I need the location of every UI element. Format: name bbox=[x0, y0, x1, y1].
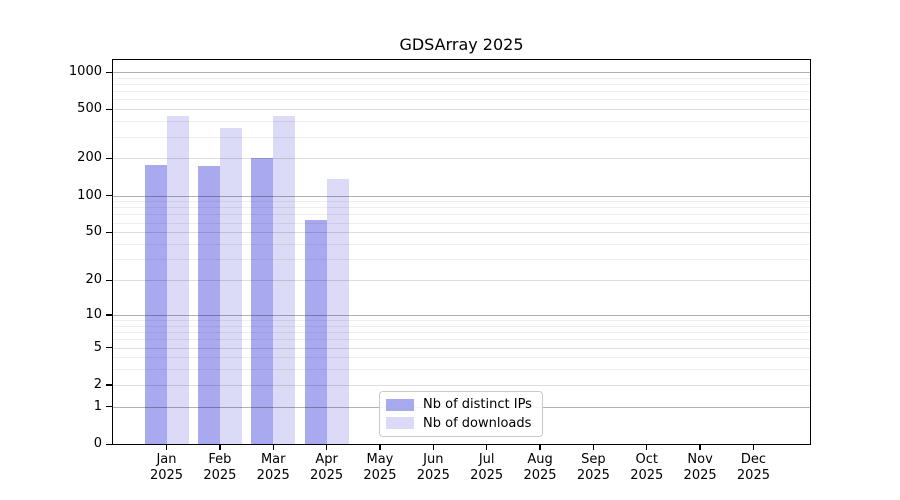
bar-apr-distinct-ips bbox=[304, 220, 327, 444]
y-tick-label-1000: 1000 bbox=[68, 64, 102, 79]
y-tick-200 bbox=[106, 157, 113, 160]
x-tick-may bbox=[379, 444, 381, 450]
y-tick-label-1: 1 bbox=[93, 398, 102, 414]
bar-feb-downloads bbox=[219, 128, 242, 444]
x-tick-jul bbox=[486, 444, 488, 450]
y-tick-label-5: 5 bbox=[93, 339, 102, 355]
x-tick-label-mar: Mar 2025 bbox=[256, 452, 290, 483]
legend-item-distinct-ips: Nb of distinct IPs bbox=[386, 397, 536, 412]
x-tick-label-may: May 2025 bbox=[363, 452, 397, 483]
x-tick-oct bbox=[646, 444, 648, 450]
x-tick-mar bbox=[272, 444, 274, 450]
y-tick-500 bbox=[106, 108, 113, 111]
legend-label-downloads: Nb of downloads bbox=[423, 415, 532, 431]
x-tick-feb bbox=[219, 444, 221, 450]
x-tick-label-aug: Aug 2025 bbox=[523, 452, 557, 483]
legend-swatch-downloads bbox=[386, 417, 414, 430]
x-tick-label-jan: Jan 2025 bbox=[149, 452, 184, 483]
bar-jan-distinct-ips bbox=[144, 164, 167, 444]
gridline-y10 bbox=[113, 314, 810, 316]
x-tick-aug bbox=[539, 444, 541, 450]
y-tick-20 bbox=[106, 279, 113, 281]
x-tick-apr bbox=[325, 444, 328, 450]
gridline-y4 bbox=[113, 357, 810, 359]
x-tick-jun bbox=[432, 444, 434, 450]
legend: Nb of distinct IPs Nb of downloads bbox=[379, 391, 543, 437]
x-tick-nov bbox=[699, 444, 701, 450]
gridline-y800 bbox=[113, 84, 810, 85]
y-tick-label-0: 0 bbox=[93, 436, 102, 451]
y-tick-label-100: 100 bbox=[77, 187, 102, 203]
gridline-y90 bbox=[113, 201, 810, 203]
gridline-y6 bbox=[113, 339, 810, 341]
y-tick-label-200: 200 bbox=[77, 150, 102, 166]
gridline-y20 bbox=[113, 280, 810, 282]
gridline-y7 bbox=[113, 332, 810, 334]
bar-feb-distinct-ips bbox=[197, 165, 220, 444]
legend-swatch-distinct-ips bbox=[386, 398, 414, 411]
gridline-y100 bbox=[113, 195, 810, 197]
y-tick-2 bbox=[106, 384, 113, 386]
gridline-y400 bbox=[113, 121, 810, 123]
y-tick-5 bbox=[106, 347, 113, 349]
legend-label-distinct-ips: Nb of distinct IPs bbox=[423, 397, 532, 413]
gridline-y9 bbox=[113, 320, 810, 322]
gridline-y60 bbox=[113, 222, 810, 224]
x-tick-label-oct: Oct 2025 bbox=[630, 452, 664, 483]
x-tick-label-apr: Apr 2025 bbox=[310, 452, 344, 483]
y-tick-10 bbox=[106, 314, 113, 316]
gridline-y1000 bbox=[113, 72, 810, 73]
y-tick-100 bbox=[106, 195, 113, 197]
y-tick-50 bbox=[106, 231, 113, 234]
y-tick-0 bbox=[106, 443, 113, 445]
gridline-y40 bbox=[113, 244, 810, 246]
x-tick-label-jun: Jun 2025 bbox=[416, 452, 450, 483]
x-tick-jan bbox=[165, 444, 168, 450]
gridline-y70 bbox=[113, 214, 810, 216]
gridline-y500 bbox=[113, 109, 810, 111]
x-tick-label-dec: Dec 2025 bbox=[736, 452, 770, 483]
gridline-y3 bbox=[113, 369, 810, 371]
x-tick-sep bbox=[592, 444, 595, 450]
y-tick-label-10: 10 bbox=[85, 306, 102, 322]
gridline-y5 bbox=[113, 347, 810, 349]
bar-jan-downloads bbox=[166, 116, 189, 444]
y-tick-1000 bbox=[106, 71, 113, 73]
y-tick-label-20: 20 bbox=[85, 272, 102, 288]
x-tick-label-sep: Sep 2025 bbox=[576, 452, 610, 483]
y-tick-label-2: 2 bbox=[93, 376, 102, 392]
gridline-y300 bbox=[113, 136, 810, 138]
x-tick-label-jul: Jul 2025 bbox=[470, 452, 504, 483]
legend-item-downloads: Nb of downloads bbox=[386, 416, 536, 431]
plot-area-frame bbox=[112, 59, 811, 445]
y-tick-label-50: 50 bbox=[85, 224, 102, 240]
gridline-y600 bbox=[113, 99, 810, 101]
bar-mar-distinct-ips bbox=[251, 158, 274, 444]
gridline-y200 bbox=[113, 158, 810, 160]
chart-title: GDSArray 2025 bbox=[399, 35, 524, 54]
x-tick-label-feb: Feb 2025 bbox=[203, 452, 237, 483]
x-tick-dec bbox=[752, 444, 755, 450]
bar-mar-downloads bbox=[273, 116, 296, 444]
gridline-y2 bbox=[113, 384, 810, 386]
gridline-y80 bbox=[113, 207, 810, 209]
y-tick-1 bbox=[106, 406, 113, 408]
gridline-y900 bbox=[113, 77, 810, 79]
x-tick-label-nov: Nov 2025 bbox=[683, 452, 717, 483]
gridline-y8 bbox=[113, 325, 810, 327]
gridline-y30 bbox=[113, 259, 810, 261]
gridline-y50 bbox=[113, 232, 810, 234]
bar-apr-downloads bbox=[326, 178, 349, 444]
y-tick-label-500: 500 bbox=[77, 101, 102, 117]
gridline-y700 bbox=[113, 91, 810, 93]
